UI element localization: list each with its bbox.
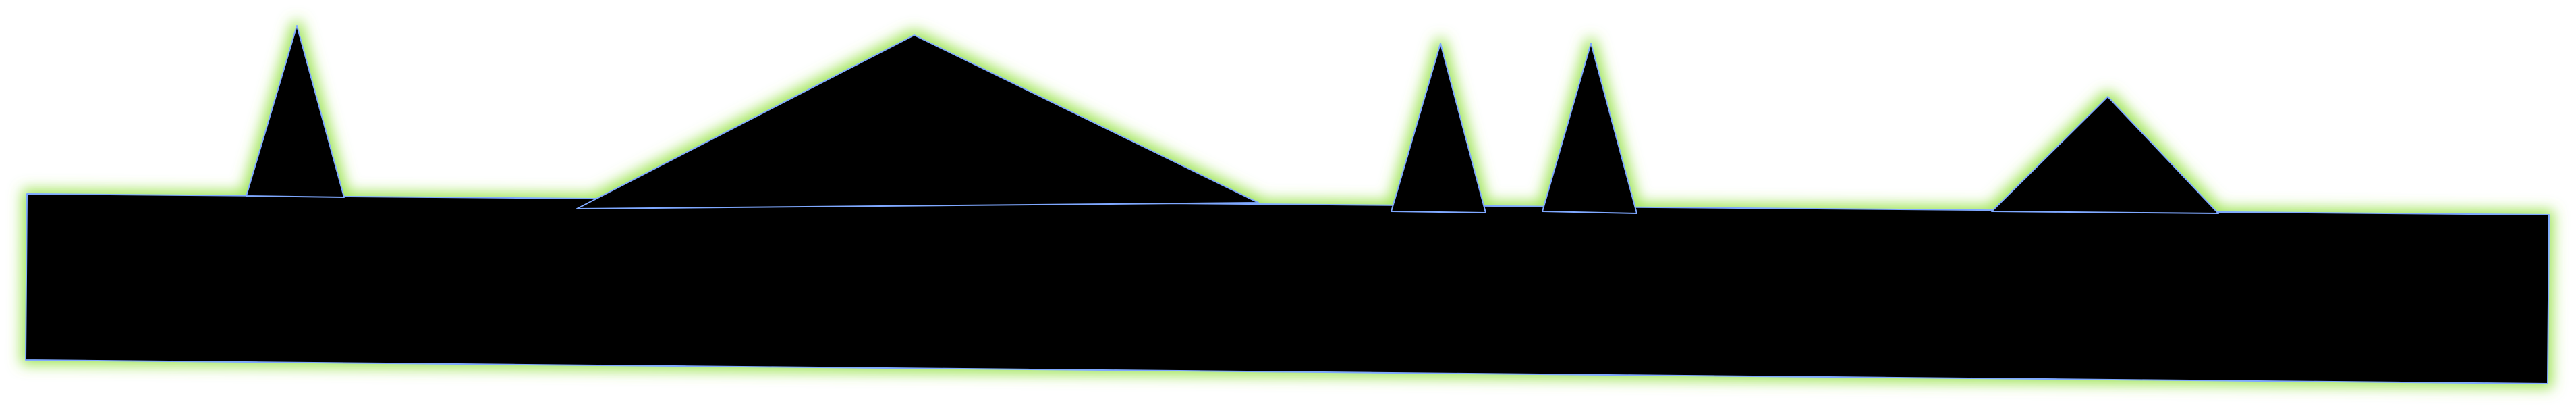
small-triangle xyxy=(1991,96,2219,214)
base-slab xyxy=(25,193,2550,384)
spike-1 xyxy=(246,25,345,198)
large-triangle xyxy=(576,34,1259,209)
spike-2 xyxy=(1391,43,1486,213)
glowing-shapes-group xyxy=(25,25,2550,384)
spike-3 xyxy=(1542,43,1637,214)
